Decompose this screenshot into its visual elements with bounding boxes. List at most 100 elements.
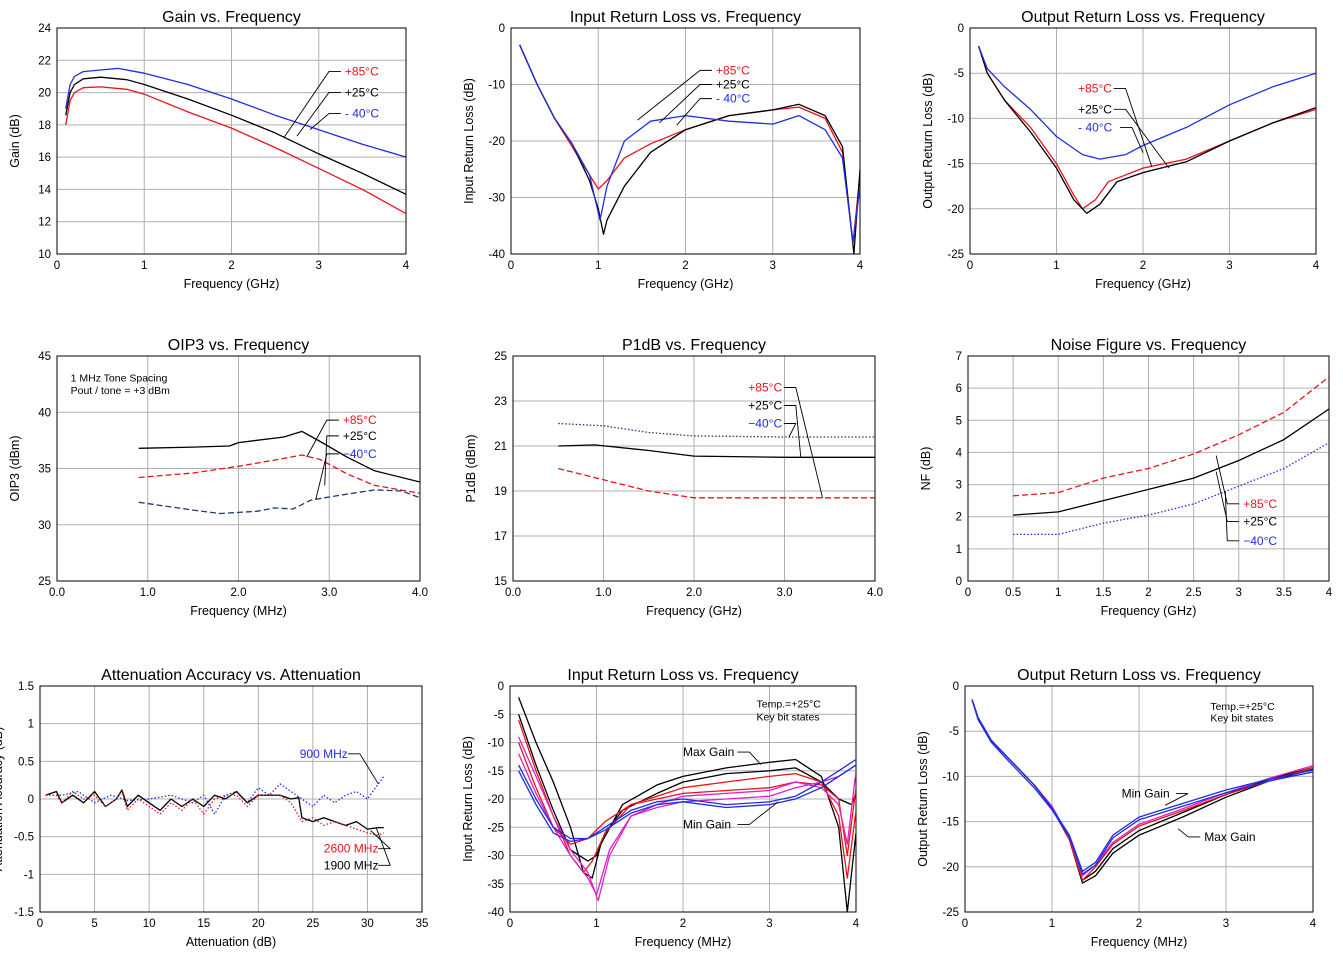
series-line-25-c <box>1013 408 1329 516</box>
x-tick-label: 1 <box>141 260 147 272</box>
legend-leader-line <box>737 751 762 765</box>
x-tick-label: 25 <box>306 918 319 930</box>
x-tick-label: 1 <box>595 260 601 272</box>
x-tick-label: 2 <box>1136 918 1142 930</box>
legend-leader-line <box>1215 455 1240 505</box>
legend-leader-line <box>783 387 823 498</box>
legend-leader-line <box>309 113 341 131</box>
x-tick-label: 3 <box>1236 587 1242 599</box>
chart-title: Input Return Loss vs. Frequency <box>570 9 801 26</box>
x-tick-label: 4 <box>1326 587 1333 599</box>
chart-3: 0 1 2 3 4 -25 -20 -15 -10 -5 0 Output Return Loss v… <box>921 9 1320 291</box>
x-tick-label: 0 <box>507 918 513 930</box>
y-tick-label: 10 <box>38 249 51 261</box>
legend-leader-line <box>1113 88 1153 167</box>
legend-label: +25°C <box>716 78 750 92</box>
chart-title: Noise Figure vs. Frequency <box>1051 337 1247 354</box>
y-tick-label: 0 <box>956 576 962 588</box>
x-tick-label: 4 <box>853 918 860 930</box>
series-line-trace-6 <box>518 753 856 896</box>
legend-leader-line <box>783 423 797 438</box>
legend-label: +85°C <box>748 381 782 395</box>
y-tick-label: -20 <box>947 204 964 216</box>
y-tick-label: 0 <box>498 681 504 693</box>
y-tick-label: 6 <box>956 383 962 395</box>
series-line-85-c <box>138 454 420 494</box>
x-tick-label: 2 <box>1145 587 1151 599</box>
y-tick-label: -1 <box>24 869 34 881</box>
x-tick-label: 3 <box>1223 918 1229 930</box>
plot-frame <box>512 355 876 582</box>
legend-label: +85°C <box>1078 82 1112 96</box>
series-line-trace-1 <box>517 697 856 912</box>
series-line-40-c <box>519 44 860 244</box>
y-tick-label: -10 <box>947 113 964 125</box>
legend-label: Max Gain <box>683 745 734 759</box>
series-line-trace-5 <box>971 699 1313 872</box>
x-tick-label: 0 <box>962 918 968 930</box>
x-tick-label: 0 <box>508 260 514 272</box>
x-tick-label: 3.0 <box>321 587 337 599</box>
x-tick-label: 2.5 <box>1186 587 1202 599</box>
x-tick-label: 4 <box>1313 260 1320 272</box>
y-tick-label: 18 <box>38 120 51 132</box>
y-tick-label: 17 <box>494 531 507 543</box>
y-tick-label: -1.5 <box>14 907 34 919</box>
legend-label: - 40°C <box>345 107 379 121</box>
y-tick-label: -30 <box>488 193 505 205</box>
series-line-trace-4 <box>517 742 856 857</box>
y-tick-label: 25 <box>494 351 507 363</box>
y-tick-label: 0 <box>28 794 34 806</box>
y-axis-label: OIP3 (dBm) <box>8 436 22 502</box>
legend-leader-line <box>737 801 779 825</box>
chart-8: 0 1 2 3 4 -40 -35 -30 -25 -20 -15 -10 -5 0 Input Retur… <box>461 667 860 949</box>
legend-label: +25°C <box>748 399 782 413</box>
x-tick-label: 5 <box>91 918 97 930</box>
x-tick-label: 35 <box>416 918 429 930</box>
y-tick-label: 30 <box>38 520 51 532</box>
legend-label: +85°C <box>343 413 377 427</box>
y-tick-label: -15 <box>487 766 504 778</box>
y-axis-label: Input Return Loss (dB) <box>462 78 476 204</box>
series-line-900-mhz <box>45 776 385 815</box>
chart-annotation: Pout / tone = +3 dBm <box>71 385 170 397</box>
legend-leader-line <box>1224 490 1240 542</box>
x-tick-label: 0.0 <box>505 587 521 599</box>
y-axis-label: NF (dB) <box>919 447 933 491</box>
y-tick-label: 40 <box>38 407 51 419</box>
x-axis-label: Frequency (GHz) <box>638 277 734 291</box>
series-line-2600-mhz <box>45 790 385 836</box>
legend-label: +25°C <box>1078 102 1112 116</box>
y-tick-label: -5 <box>949 726 959 738</box>
y-axis-label: Output Return Loss (dB) <box>921 73 935 208</box>
y-tick-label: 0.5 <box>18 756 34 768</box>
y-tick-label: 21 <box>494 441 507 453</box>
chart-9: 0 1 2 3 4 -25 -20 -15 -10 -5 0 Output Return Loss v… <box>916 667 1317 949</box>
chart-title: OIP3 vs. Frequency <box>168 337 309 354</box>
series-line-25-c <box>65 76 406 195</box>
chart-title: P1dB vs. Frequency <box>622 337 766 354</box>
legend-leader-line <box>315 453 339 501</box>
x-tick-label: 2 <box>228 260 234 272</box>
x-axis-label: Frequency (MHz) <box>1091 935 1188 949</box>
x-axis-label: Frequency (MHz) <box>190 604 287 618</box>
chart-7: 0 5 10 15 20 25 30 35 -1.5 -1 -0.5 0 0.5 1 1.5 Attenuat… <box>0 667 428 949</box>
series-line-40-c <box>977 45 1316 160</box>
chart-annotation: Key bit states <box>1210 713 1273 725</box>
y-tick-label: -0.5 <box>14 832 34 844</box>
y-tick-label: 5 <box>956 415 962 427</box>
y-tick-label: 4 <box>956 447 963 459</box>
x-tick-label: 1.0 <box>140 587 156 599</box>
legend-leader-line <box>637 69 713 121</box>
series-line-25-c <box>558 444 875 458</box>
legend-leader-line <box>1177 828 1201 838</box>
x-tick-label: 3 <box>770 260 776 272</box>
legend-label: −40°C <box>1243 534 1277 548</box>
y-tick-label: 14 <box>38 184 51 196</box>
y-tick-label: -20 <box>488 136 505 148</box>
legend-leader-line <box>306 419 339 458</box>
series-line-trace-6 <box>971 699 1313 875</box>
y-tick-label: -40 <box>488 249 505 261</box>
y-tick-label: 1.5 <box>18 681 34 693</box>
